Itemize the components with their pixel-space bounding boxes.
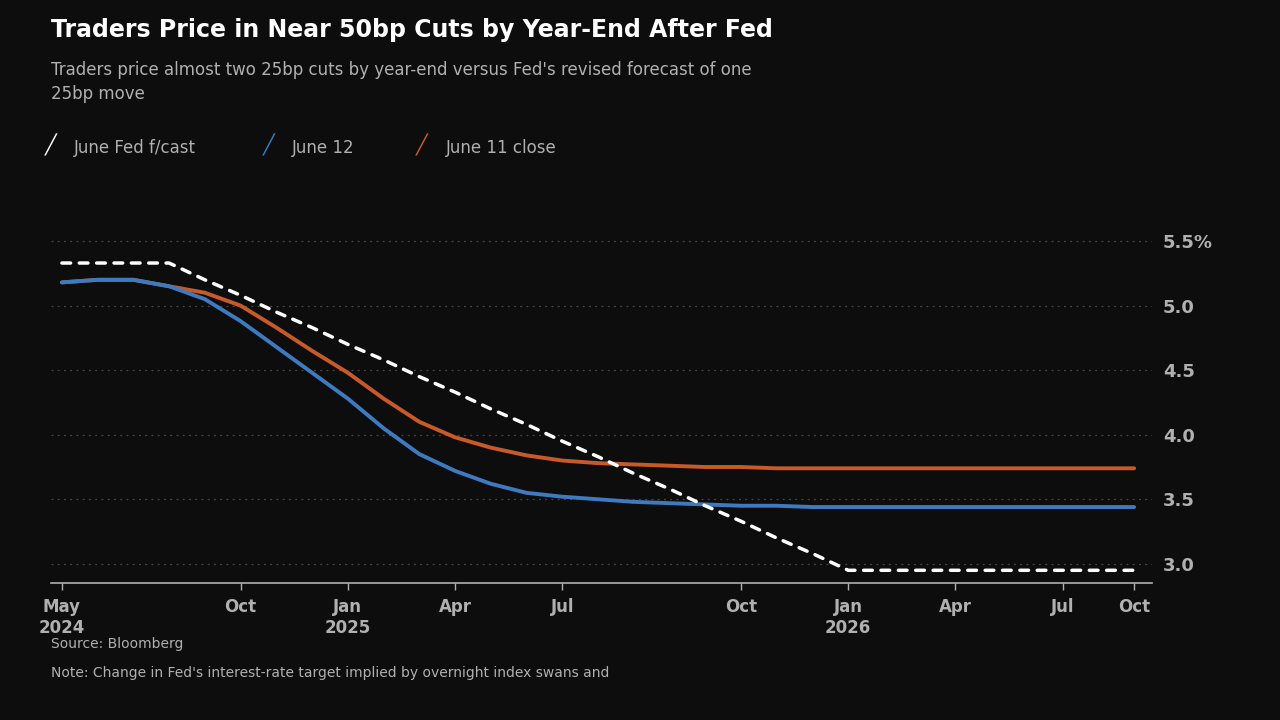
Text: ╱: ╱ — [416, 134, 428, 156]
Text: Note: Change in Fed's interest-rate target implied by overnight index swans and: Note: Change in Fed's interest-rate targ… — [51, 666, 609, 680]
Text: ╱: ╱ — [45, 134, 56, 156]
Text: Source: Bloomberg: Source: Bloomberg — [51, 637, 183, 651]
Text: Traders Price in Near 50bp Cuts by Year-End After Fed: Traders Price in Near 50bp Cuts by Year-… — [51, 18, 773, 42]
Text: June 12: June 12 — [292, 138, 355, 157]
Text: Traders price almost two 25bp cuts by year-end versus Fed's revised forecast of : Traders price almost two 25bp cuts by ye… — [51, 61, 751, 103]
Text: June Fed f/cast: June Fed f/cast — [74, 138, 196, 157]
Text: ╱: ╱ — [262, 134, 274, 156]
Text: June 11 close: June 11 close — [445, 138, 557, 157]
